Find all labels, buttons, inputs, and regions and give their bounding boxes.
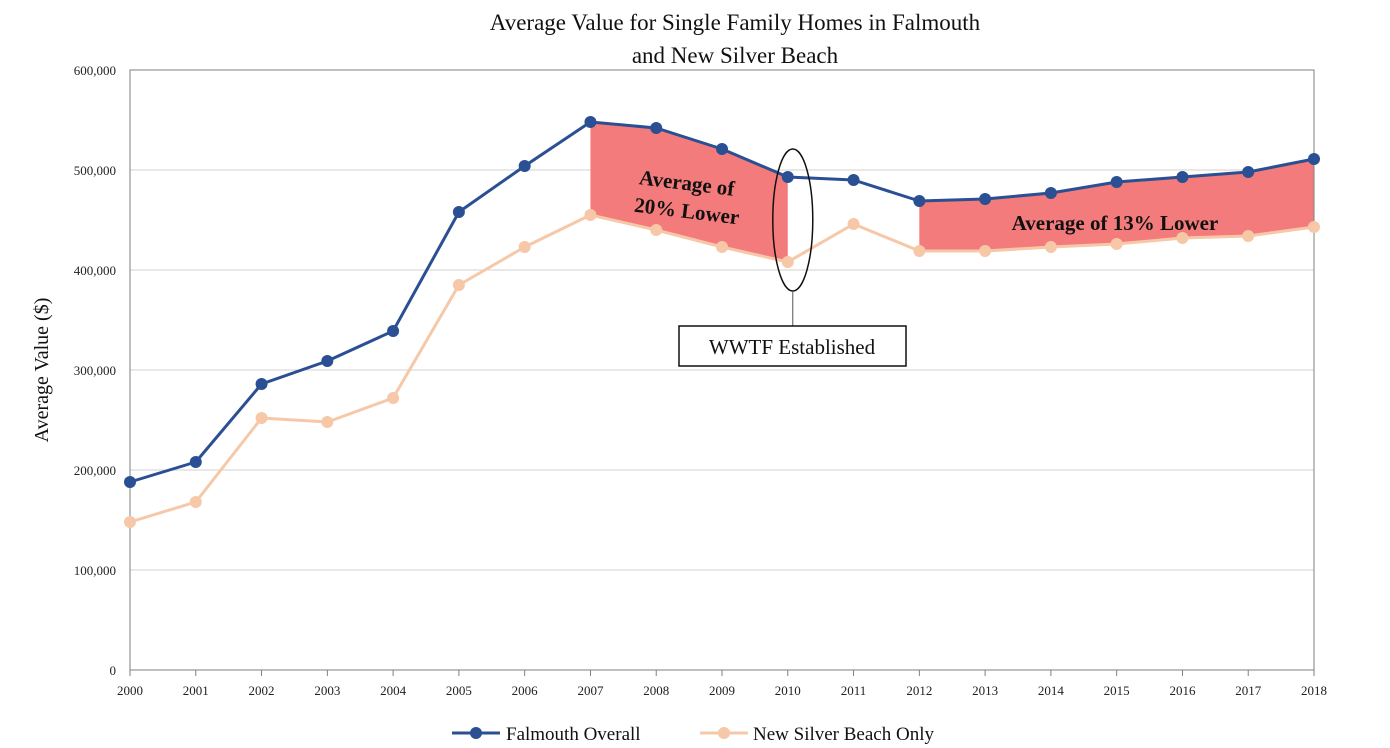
point-falmouth-overall-2007 [584,116,597,128]
legend-label-falmouth: Falmouth Overall [506,724,641,745]
point-falmouth-overall-2004 [387,325,400,337]
y-axis-label: Average Value ($) [31,298,53,443]
point-new-silver-beach-only-2003 [321,416,334,428]
series-new-silver-beach-only [124,209,1320,528]
x-tick-label-2011: 2011 [841,683,867,698]
point-falmouth-overall-2000 [124,476,136,488]
point-new-silver-beach-only-2012 [913,245,926,257]
point-new-silver-beach-only-2016 [1176,232,1189,244]
x-tick-label-2012: 2012 [906,683,932,698]
point-new-silver-beach-only-2013 [979,245,992,257]
point-new-silver-beach-only-2006 [518,241,531,253]
y-tick-label-1: 100,000 [74,563,116,578]
x-tick-label-2014: 2014 [1038,683,1065,698]
x-tick-label-2002: 2002 [249,683,275,698]
y-tick-label-3: 300,000 [74,363,116,378]
point-new-silver-beach-only-2018 [1308,221,1320,233]
x-tick-label-2007: 2007 [577,683,604,698]
point-falmouth-overall-2006 [518,160,531,172]
x-axis-ticks: 2000 2001 2002 2003 2004 2005 2006 2007 2008 2009… [117,670,1327,698]
legend-swatch-marker-falmouth [470,727,482,739]
point-falmouth-overall-2009 [716,143,728,155]
x-tick-label-2013: 2013 [972,683,998,698]
x-tick-label-2004: 2004 [380,683,407,698]
series-falmouth-overall [124,116,1320,488]
point-new-silver-beach-only-2001 [189,496,202,508]
point-new-silver-beach-only-2002 [255,412,268,424]
point-new-silver-beach-only-2010 [781,256,794,268]
y-axis-ticks: 0 100,000 200,000 300,000 400,000 500,000 600,… [74,63,116,678]
legend: Falmouth Overall New Silver Beach Only [452,724,934,745]
callout-box [678,325,907,367]
point-falmouth-overall-2002 [255,378,268,390]
point-falmouth-overall-2008 [650,122,663,134]
point-falmouth-overall-2014 [1044,187,1057,199]
callout-label: WWTF Established [709,335,876,359]
point-new-silver-beach-only-2004 [387,392,400,404]
x-tick-label-2010: 2010 [775,683,801,698]
y-tick-label-0: 0 [110,663,117,678]
point-falmouth-overall-2005 [452,206,465,218]
point-falmouth-overall-2015 [1110,176,1123,188]
y-tick-label-4: 400,000 [74,263,116,278]
x-tick-label-2017: 2017 [1235,683,1262,698]
x-tick-label-2006: 2006 [512,683,539,698]
point-falmouth-overall-2017 [1242,166,1255,178]
y-tick-label-6: 600,000 [74,63,116,78]
chart-title-line-1: Average Value for Single Family Homes in… [490,10,981,35]
point-new-silver-beach-only-2014 [1044,241,1057,253]
y-tick-label-5: 500,000 [74,163,116,178]
x-tick-label-2009: 2009 [709,683,735,698]
point-new-silver-beach-only-2015 [1110,238,1123,250]
point-new-silver-beach-only-2017 [1242,230,1255,242]
point-falmouth-overall-2011 [847,174,860,186]
x-tick-label-2015: 2015 [1104,683,1130,698]
point-falmouth-overall-2012 [913,195,926,207]
shaded-region-2 [919,159,1314,251]
point-falmouth-overall-2003 [321,355,334,367]
x-tick-label-2008: 2008 [643,683,669,698]
point-new-silver-beach-only-2011 [847,218,860,230]
legend-label-new-silver-beach: New Silver Beach Only [753,724,934,745]
annotation-13pct: Average of 13% Lower [1012,211,1219,235]
point-new-silver-beach-only-2009 [716,241,728,253]
point-falmouth-overall-2001 [189,456,202,468]
point-falmouth-overall-2018 [1308,153,1320,165]
point-falmouth-overall-2013 [979,193,992,205]
point-new-silver-beach-only-2007 [584,209,597,221]
x-tick-label-2000: 2000 [117,683,143,698]
point-falmouth-overall-2016 [1176,171,1189,183]
x-tick-label-2016: 2016 [1169,683,1196,698]
point-new-silver-beach-only-2008 [650,224,663,236]
x-tick-label-2018: 2018 [1301,683,1327,698]
x-tick-label-2003: 2003 [314,683,340,698]
chart-title-line-2: and New Silver Beach [632,43,839,68]
x-tick-label-2001: 2001 [183,683,209,698]
y-tick-label-2: 200,000 [74,463,116,478]
legend-swatch-marker-new-silver-beach [718,727,730,739]
point-new-silver-beach-only-2000 [124,516,136,528]
series-lines [124,116,1320,528]
x-tick-label-2005: 2005 [446,683,472,698]
point-new-silver-beach-only-2005 [452,279,465,291]
point-falmouth-overall-2010 [781,171,794,183]
